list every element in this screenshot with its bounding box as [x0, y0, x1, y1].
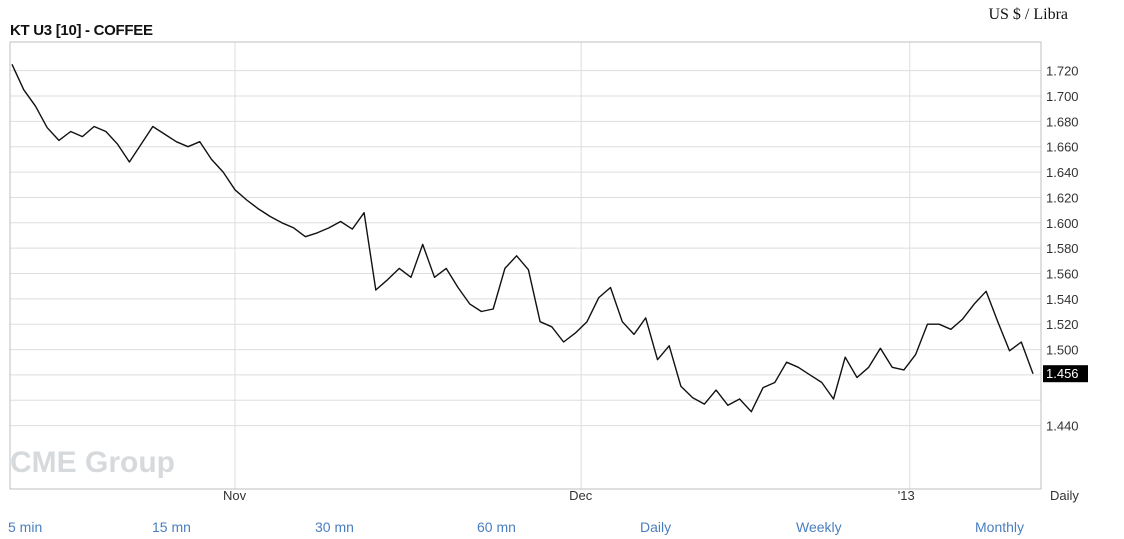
- timeframe-5min[interactable]: 5 min: [8, 519, 43, 535]
- x-tick-label: Nov: [223, 488, 247, 503]
- cme-group-watermark: CME Group: [10, 446, 175, 479]
- y-tick-label: 1.600: [1046, 216, 1079, 231]
- unit-label: US $ / Libra: [988, 6, 1068, 23]
- timeframe-bar: 5 min 15 mn 30 mn 60 mn Daily Weekly Mon…: [0, 515, 1124, 539]
- timeframe-30min[interactable]: 30 mn: [315, 519, 354, 535]
- y-tick-label: 1.440: [1046, 419, 1079, 434]
- price-chart: CME Group 1.720 1.700 1.680 1.660 1.640 1.620…: [9, 41, 1088, 503]
- y-tick-label: 1.620: [1046, 190, 1079, 205]
- period-label: Daily: [1050, 488, 1079, 503]
- x-axis: Nov Dec '13: [223, 488, 915, 503]
- last-price-badge: [1043, 365, 1088, 383]
- coffee-price-line: [11, 64, 1034, 413]
- y-tick-label: 1.580: [1046, 241, 1079, 256]
- y-axis: 1.720 1.700 1.680 1.660 1.640 1.620 1.600 1.580…: [1046, 64, 1079, 434]
- y-tick-label: 1.720: [1046, 64, 1079, 79]
- y-tick-label: 1.680: [1046, 114, 1079, 129]
- y-tick-label: 1.660: [1046, 140, 1079, 155]
- y-tick-label: 1.540: [1046, 292, 1079, 307]
- y-tick-label: 1.560: [1046, 267, 1079, 282]
- y-tick-label: 1.520: [1046, 317, 1079, 332]
- y-tick-label: 1.700: [1046, 89, 1079, 104]
- x-tick-label: '13: [898, 488, 915, 503]
- last-price-value: 1.456: [1046, 366, 1079, 381]
- timeframe-15min[interactable]: 15 mn: [152, 519, 191, 535]
- x-tick-label: Dec: [569, 488, 593, 503]
- timeframe-weekly[interactable]: Weekly: [796, 519, 842, 535]
- plot-frame: [9, 41, 1042, 490]
- chart-title: KT U3 [10] - COFFEE: [10, 22, 153, 39]
- timeframe-daily[interactable]: Daily: [640, 519, 672, 535]
- y-tick-label: 1.500: [1046, 343, 1079, 358]
- grid-lines: [10, 42, 1041, 489]
- timeframe-60min[interactable]: 60 mn: [477, 519, 516, 535]
- timeframe-monthly[interactable]: Monthly: [975, 519, 1025, 535]
- y-tick-label: 1.640: [1046, 165, 1079, 180]
